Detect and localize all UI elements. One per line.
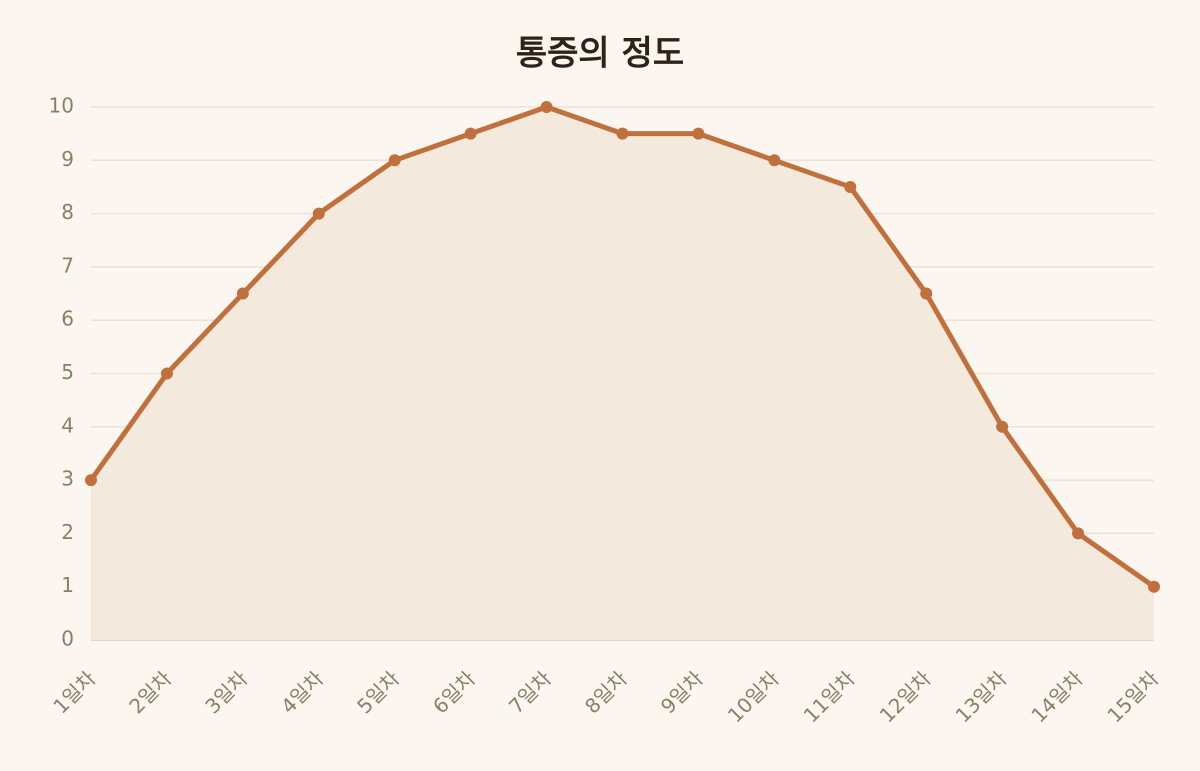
point [920,287,933,300]
y-tick-label: 7 [61,253,74,277]
point [844,180,857,193]
point [1072,527,1085,540]
y-tick-label: 8 [61,200,74,224]
point [312,207,325,220]
y-tick-label: 2 [61,520,74,544]
point [616,127,629,140]
point [540,101,553,113]
point [996,420,1009,433]
y-tick-label: 4 [61,413,74,437]
point [768,154,781,167]
chart-title: 통증의 정도 [516,34,684,74]
y-tick-label: 0 [61,627,74,651]
y-tick-label: 1 [61,573,74,597]
y-tick-label: 6 [61,307,74,331]
point [1148,580,1160,593]
point [85,474,97,487]
point [464,127,477,140]
point [160,367,173,380]
point [692,127,705,140]
point [388,154,401,167]
point [236,287,249,300]
y-tick-label: 3 [61,467,74,491]
y-tick-label: 10 [49,94,74,118]
y-tick-label: 5 [61,360,74,384]
y-tick-label: 9 [61,147,74,171]
